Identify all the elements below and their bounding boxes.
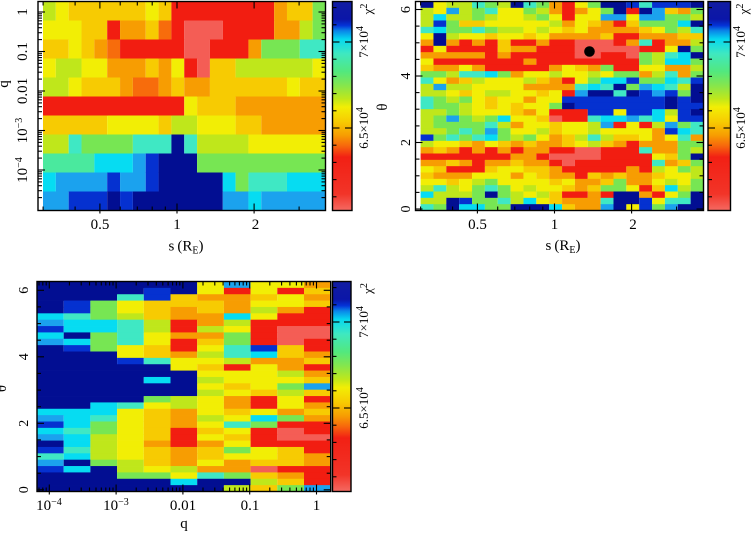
svg-text:χ2: χ2 [359, 4, 375, 16]
svg-text:4: 4 [17, 353, 32, 360]
svg-text:7×104: 7×104 [355, 26, 371, 58]
svg-text:2: 2 [629, 217, 637, 233]
svg-text:s (RE): s (RE) [546, 238, 581, 256]
svg-text:2: 2 [252, 217, 260, 233]
svg-text:χ2: χ2 [359, 283, 375, 295]
svg-text:6.5×104: 6.5×104 [732, 107, 748, 149]
svg-text:6: 6 [17, 287, 32, 294]
svg-text:χ2: χ2 [735, 4, 751, 16]
svg-text:q: q [0, 80, 12, 88]
svg-text:0.1: 0.1 [241, 498, 260, 514]
svg-text:2: 2 [17, 420, 32, 427]
svg-text:0.5: 0.5 [91, 217, 110, 233]
svg-text:1: 1 [15, 8, 31, 16]
svg-text:6.5×104: 6.5×104 [355, 107, 371, 149]
svg-text:1: 1 [551, 217, 559, 233]
svg-text:6: 6 [399, 6, 414, 13]
svg-text:7×104: 7×104 [732, 26, 748, 58]
svg-text:q: q [180, 516, 188, 532]
svg-text:0.1: 0.1 [15, 42, 31, 61]
svg-text:0.01: 0.01 [15, 78, 31, 104]
svg-text:1: 1 [313, 498, 321, 514]
svg-text:0.5: 0.5 [468, 217, 487, 233]
svg-text:6.5×104: 6.5×104 [355, 387, 371, 429]
svg-text:2: 2 [399, 139, 414, 146]
svg-text:0.01: 0.01 [170, 498, 196, 514]
svg-text:1: 1 [173, 217, 181, 233]
svg-text:0: 0 [399, 206, 414, 213]
svg-text:7×104: 7×104 [355, 306, 371, 338]
svg-text:θ: θ [0, 385, 10, 392]
svg-text:0: 0 [17, 486, 32, 493]
svg-text:θ: θ [375, 103, 391, 110]
svg-text:4: 4 [399, 73, 414, 80]
svg-text:s (RE): s (RE) [169, 239, 204, 257]
